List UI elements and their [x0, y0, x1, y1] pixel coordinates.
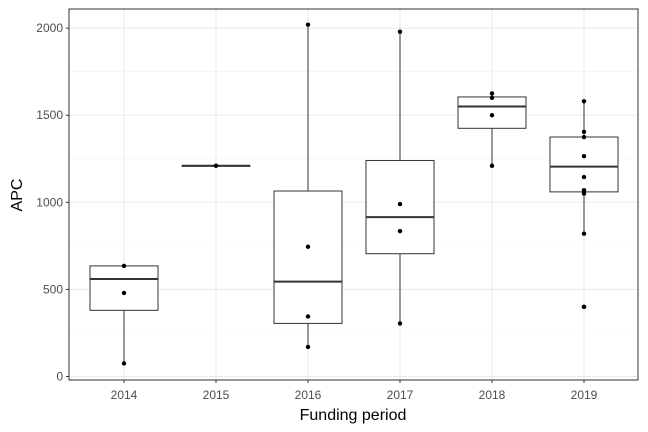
data-point	[397, 201, 403, 207]
data-point	[489, 95, 495, 101]
x-tick-label: 2019	[571, 388, 598, 402]
box-iqr	[549, 136, 619, 193]
data-point	[581, 187, 587, 193]
x-tick-label: 2017	[387, 388, 414, 402]
point-layer	[121, 22, 587, 366]
data-point	[581, 231, 587, 236]
box-iqr	[89, 265, 159, 311]
x-tick-label: 2016	[295, 388, 322, 402]
plot-panel-background	[69, 9, 638, 380]
data-point	[305, 22, 311, 27]
x-axis-title: Funding period	[300, 407, 407, 424]
data-point	[121, 263, 127, 269]
data-point	[581, 191, 587, 196]
box-iqr	[365, 160, 435, 255]
data-point	[305, 344, 311, 350]
box-iqr	[457, 96, 527, 129]
y-axis-title: APC	[9, 179, 26, 212]
data-point	[305, 314, 311, 319]
x-tick-label: 2014	[111, 388, 138, 402]
data-point	[581, 304, 587, 310]
data-point	[121, 361, 127, 366]
y-tick-label: 0	[56, 370, 63, 384]
box-iqr	[273, 190, 343, 324]
y-tick-label: 1000	[36, 195, 63, 209]
plot-panel-border	[68, 8, 639, 381]
data-point	[581, 153, 587, 159]
data-point	[489, 163, 495, 168]
data-point	[397, 29, 403, 34]
data-point	[305, 244, 311, 249]
y-tick-label: 1500	[36, 108, 63, 122]
data-point	[581, 134, 587, 140]
data-point	[489, 91, 495, 96]
data-point	[121, 290, 127, 296]
x-tick-label: 2015	[203, 388, 230, 402]
data-point	[581, 174, 587, 180]
axis-layer: 0 500 1000 1500 2000 2014 2015 2016 2017 2018 2019	[36, 21, 597, 402]
y-tick-label: 2000	[36, 21, 63, 35]
x-tick-label: 2018	[479, 388, 506, 402]
data-point	[581, 129, 587, 134]
data-point	[397, 321, 403, 326]
y-tick-label: 500	[43, 282, 63, 296]
data-point	[581, 99, 587, 104]
data-point	[489, 113, 495, 118]
data-point	[397, 228, 403, 234]
data-point	[213, 163, 219, 168]
